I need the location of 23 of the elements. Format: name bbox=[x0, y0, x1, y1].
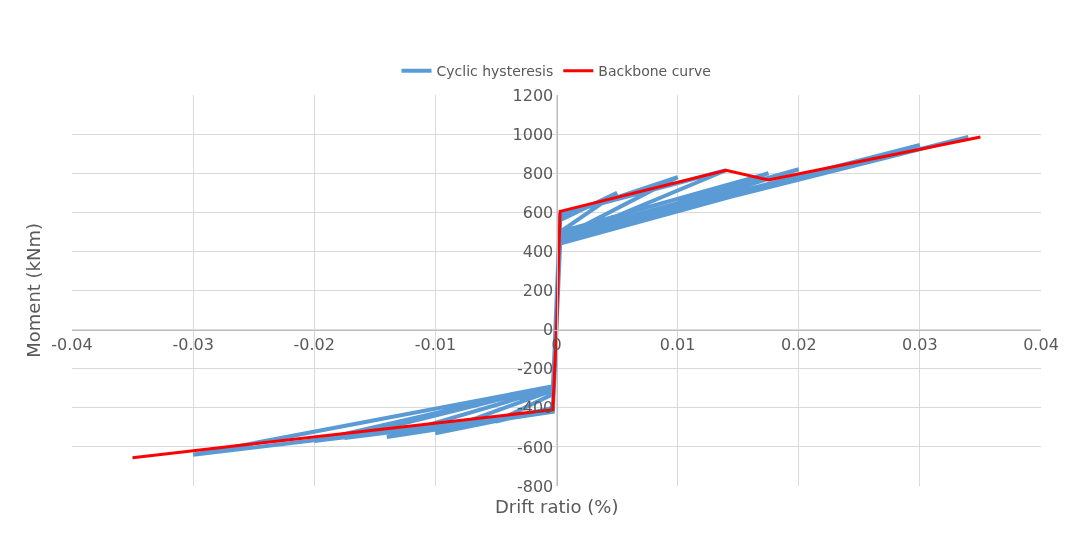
y-tick-label: -200 bbox=[516, 359, 554, 379]
x-tick-label: -0.01 bbox=[414, 334, 457, 354]
y-tick-label: -800 bbox=[516, 476, 554, 496]
x-tick-label: 0.01 bbox=[659, 334, 696, 354]
x-tick-label: -0.03 bbox=[172, 334, 214, 354]
y-tick-label: 1200 bbox=[512, 85, 554, 105]
x-tick-label: 0.02 bbox=[780, 334, 817, 354]
x-tick-label: 0.03 bbox=[902, 334, 938, 354]
x-axis-title: Drift ratio (%) bbox=[495, 496, 619, 517]
y-tick-label: -400 bbox=[516, 398, 554, 418]
legend-label: Cyclic hysteresis bbox=[436, 63, 554, 80]
x-tick-label: -0.02 bbox=[293, 334, 335, 354]
y-tick-label: 0 bbox=[543, 320, 554, 340]
legend-label: Backbone curve bbox=[598, 63, 711, 80]
y-tick-label: 800 bbox=[522, 163, 554, 183]
y-tick-label: 400 bbox=[522, 242, 554, 261]
y-axis-title: Moment (kNm) bbox=[22, 222, 44, 358]
x-tick-label: -0.04 bbox=[51, 334, 93, 354]
y-tick-label: 600 bbox=[522, 202, 554, 222]
y-tick-label: 200 bbox=[522, 281, 554, 301]
y-tick-label: 1000 bbox=[512, 124, 554, 144]
y-tick-label: -600 bbox=[516, 437, 554, 457]
x-tick-label: 0.04 bbox=[1023, 334, 1059, 354]
